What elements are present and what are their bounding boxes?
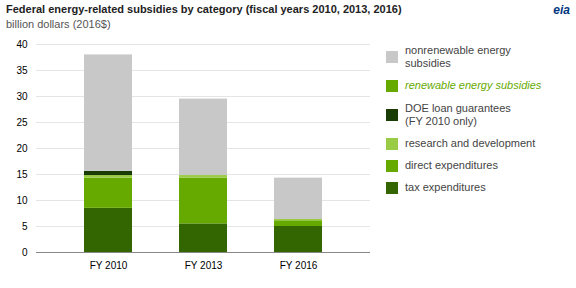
svg-text:FY 2016: FY 2016 [280,260,318,271]
svg-text:25: 25 [16,117,28,128]
svg-text:FY 2013: FY 2013 [185,260,223,271]
svg-text:40: 40 [16,39,28,50]
svg-text:20: 20 [16,143,28,154]
html-text:eia: eia [553,3,570,17]
html-text:nonrenewable energy subsidies: nonrenewable energy subsidies [405,44,511,70]
html-text:DOE loan guarantees (FY 2010 o: DOE loan guarantees (FY 2010 only) [405,101,511,127]
svg-text:30: 30 [16,91,28,102]
html-text:billion dollars (2016$): billion dollars (2016$) [6,18,111,30]
html-text:direct expenditures: direct expenditures [405,159,498,172]
html-text:tax expenditures: tax expenditures [405,181,486,194]
svg-text:5: 5 [22,221,28,232]
html-text:research and development: research and development [405,136,536,149]
svg-text:0: 0 [22,247,28,258]
svg-text:10: 10 [16,195,28,206]
svg-text:15: 15 [16,169,28,180]
svg-text:FY 2010: FY 2010 [90,260,128,271]
html-text:Federal energy-related subsidi: Federal energy-related subsidies by cate… [6,3,402,15]
svg-text:35: 35 [16,65,28,76]
html-text:renewable energy subsidies: renewable energy subsidies [405,79,542,92]
